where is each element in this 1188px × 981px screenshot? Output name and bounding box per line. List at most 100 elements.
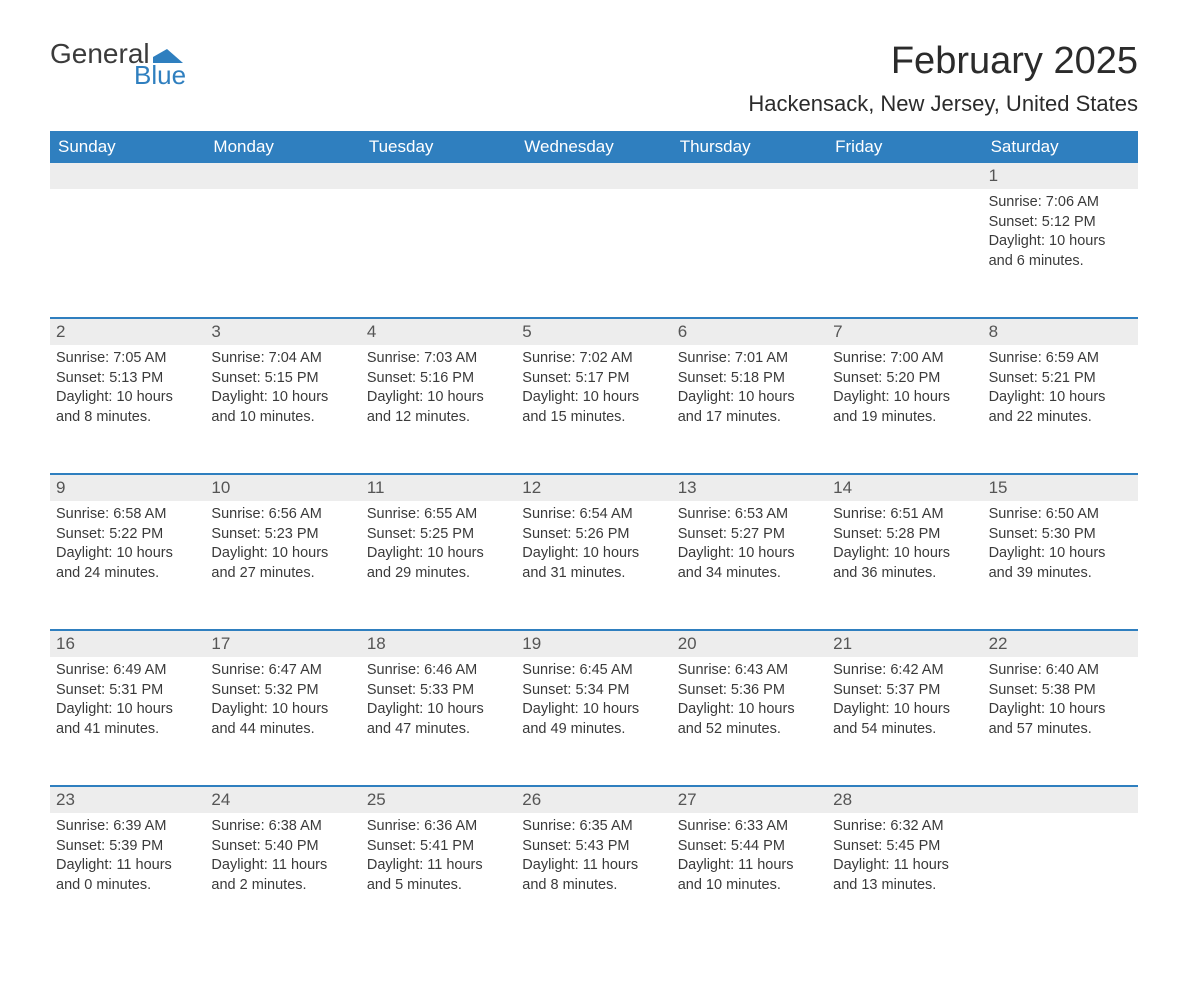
day-cell bbox=[361, 189, 516, 317]
day-cell: Sunrise: 6:39 AMSunset: 5:39 PMDaylight:… bbox=[50, 813, 205, 941]
sunset-text: Sunset: 5:43 PM bbox=[522, 837, 665, 857]
d1-text: Daylight: 10 hours bbox=[367, 388, 510, 408]
d2-text: and 22 minutes. bbox=[989, 408, 1132, 428]
d2-text: and 6 minutes. bbox=[989, 252, 1132, 272]
d1-text: Daylight: 11 hours bbox=[56, 856, 199, 876]
logo-text-blue: Blue bbox=[134, 62, 186, 88]
d1-text: Daylight: 10 hours bbox=[833, 700, 976, 720]
week-row: Sunrise: 6:58 AMSunset: 5:22 PMDaylight:… bbox=[50, 501, 1138, 629]
week-block: 9101112131415Sunrise: 6:58 AMSunset: 5:2… bbox=[50, 473, 1138, 629]
day-number: 26 bbox=[516, 787, 671, 813]
sunset-text: Sunset: 5:21 PM bbox=[989, 369, 1132, 389]
day-number: 1 bbox=[983, 163, 1138, 189]
d2-text: and 47 minutes. bbox=[367, 720, 510, 740]
day-cell: Sunrise: 6:53 AMSunset: 5:27 PMDaylight:… bbox=[672, 501, 827, 629]
d2-text: and 57 minutes. bbox=[989, 720, 1132, 740]
d2-text: and 27 minutes. bbox=[211, 564, 354, 584]
d2-text: and 29 minutes. bbox=[367, 564, 510, 584]
sunset-text: Sunset: 5:32 PM bbox=[211, 681, 354, 701]
sunset-text: Sunset: 5:18 PM bbox=[678, 369, 821, 389]
d1-text: Daylight: 10 hours bbox=[678, 700, 821, 720]
d2-text: and 2 minutes. bbox=[211, 876, 354, 896]
sunrise-text: Sunrise: 6:46 AM bbox=[367, 661, 510, 681]
sunrise-text: Sunrise: 6:54 AM bbox=[522, 505, 665, 525]
day-number-row: 2345678 bbox=[50, 319, 1138, 345]
sunset-text: Sunset: 5:27 PM bbox=[678, 525, 821, 545]
sunset-text: Sunset: 5:37 PM bbox=[833, 681, 976, 701]
d2-text: and 24 minutes. bbox=[56, 564, 199, 584]
day-cell: Sunrise: 6:55 AMSunset: 5:25 PMDaylight:… bbox=[361, 501, 516, 629]
day-cell: Sunrise: 6:49 AMSunset: 5:31 PMDaylight:… bbox=[50, 657, 205, 785]
day-cell: Sunrise: 6:43 AMSunset: 5:36 PMDaylight:… bbox=[672, 657, 827, 785]
day-number: 19 bbox=[516, 631, 671, 657]
day-number: 22 bbox=[983, 631, 1138, 657]
day-header-tuesday: Tuesday bbox=[361, 131, 516, 163]
day-cell bbox=[205, 189, 360, 317]
day-cell bbox=[827, 189, 982, 317]
month-title: February 2025 bbox=[748, 40, 1138, 83]
sunset-text: Sunset: 5:17 PM bbox=[522, 369, 665, 389]
d2-text: and 39 minutes. bbox=[989, 564, 1132, 584]
day-number-row: 1 bbox=[50, 163, 1138, 189]
sunrise-text: Sunrise: 7:04 AM bbox=[211, 349, 354, 369]
sunrise-text: Sunrise: 6:40 AM bbox=[989, 661, 1132, 681]
day-cell: Sunrise: 7:01 AMSunset: 5:18 PMDaylight:… bbox=[672, 345, 827, 473]
d1-text: Daylight: 11 hours bbox=[522, 856, 665, 876]
d1-text: Daylight: 10 hours bbox=[367, 544, 510, 564]
d1-text: Daylight: 10 hours bbox=[989, 388, 1132, 408]
day-cell: Sunrise: 6:40 AMSunset: 5:38 PMDaylight:… bbox=[983, 657, 1138, 785]
day-number bbox=[827, 163, 982, 189]
day-header-row: Sunday Monday Tuesday Wednesday Thursday… bbox=[50, 131, 1138, 163]
day-number bbox=[983, 787, 1138, 813]
sunset-text: Sunset: 5:31 PM bbox=[56, 681, 199, 701]
d1-text: Daylight: 10 hours bbox=[678, 544, 821, 564]
day-number: 12 bbox=[516, 475, 671, 501]
sunset-text: Sunset: 5:44 PM bbox=[678, 837, 821, 857]
title-block: February 2025 Hackensack, New Jersey, Un… bbox=[748, 40, 1138, 117]
logo: General Blue bbox=[50, 40, 186, 88]
location-label: Hackensack, New Jersey, United States bbox=[748, 91, 1138, 117]
week-block: 1Sunrise: 7:06 AMSunset: 5:12 PMDaylight… bbox=[50, 163, 1138, 317]
week-row: Sunrise: 7:05 AMSunset: 5:13 PMDaylight:… bbox=[50, 345, 1138, 473]
day-number: 25 bbox=[361, 787, 516, 813]
sunrise-text: Sunrise: 6:38 AM bbox=[211, 817, 354, 837]
d1-text: Daylight: 10 hours bbox=[833, 544, 976, 564]
d2-text: and 10 minutes. bbox=[211, 408, 354, 428]
sunset-text: Sunset: 5:38 PM bbox=[989, 681, 1132, 701]
day-number: 15 bbox=[983, 475, 1138, 501]
day-number: 3 bbox=[205, 319, 360, 345]
sunrise-text: Sunrise: 6:45 AM bbox=[522, 661, 665, 681]
d1-text: Daylight: 10 hours bbox=[989, 544, 1132, 564]
sunrise-text: Sunrise: 6:32 AM bbox=[833, 817, 976, 837]
sunrise-text: Sunrise: 7:01 AM bbox=[678, 349, 821, 369]
day-number: 8 bbox=[983, 319, 1138, 345]
day-number: 2 bbox=[50, 319, 205, 345]
sunset-text: Sunset: 5:26 PM bbox=[522, 525, 665, 545]
day-header-sunday: Sunday bbox=[50, 131, 205, 163]
sunrise-text: Sunrise: 6:49 AM bbox=[56, 661, 199, 681]
d1-text: Daylight: 10 hours bbox=[367, 700, 510, 720]
sunset-text: Sunset: 5:23 PM bbox=[211, 525, 354, 545]
day-header-wednesday: Wednesday bbox=[516, 131, 671, 163]
d1-text: Daylight: 10 hours bbox=[211, 544, 354, 564]
day-number: 9 bbox=[50, 475, 205, 501]
day-number-row: 232425262728 bbox=[50, 787, 1138, 813]
week-block: 16171819202122Sunrise: 6:49 AMSunset: 5:… bbox=[50, 629, 1138, 785]
d1-text: Daylight: 10 hours bbox=[989, 232, 1132, 252]
sunset-text: Sunset: 5:45 PM bbox=[833, 837, 976, 857]
d2-text: and 34 minutes. bbox=[678, 564, 821, 584]
sunset-text: Sunset: 5:41 PM bbox=[367, 837, 510, 857]
week-row: Sunrise: 7:06 AMSunset: 5:12 PMDaylight:… bbox=[50, 189, 1138, 317]
day-cell: Sunrise: 6:45 AMSunset: 5:34 PMDaylight:… bbox=[516, 657, 671, 785]
sunrise-text: Sunrise: 7:02 AM bbox=[522, 349, 665, 369]
day-number: 27 bbox=[672, 787, 827, 813]
day-number bbox=[672, 163, 827, 189]
d2-text: and 36 minutes. bbox=[833, 564, 976, 584]
d2-text: and 12 minutes. bbox=[367, 408, 510, 428]
sunset-text: Sunset: 5:36 PM bbox=[678, 681, 821, 701]
day-number: 21 bbox=[827, 631, 982, 657]
d1-text: Daylight: 10 hours bbox=[211, 388, 354, 408]
sunrise-text: Sunrise: 6:42 AM bbox=[833, 661, 976, 681]
week-block: 2345678Sunrise: 7:05 AMSunset: 5:13 PMDa… bbox=[50, 317, 1138, 473]
sunset-text: Sunset: 5:16 PM bbox=[367, 369, 510, 389]
